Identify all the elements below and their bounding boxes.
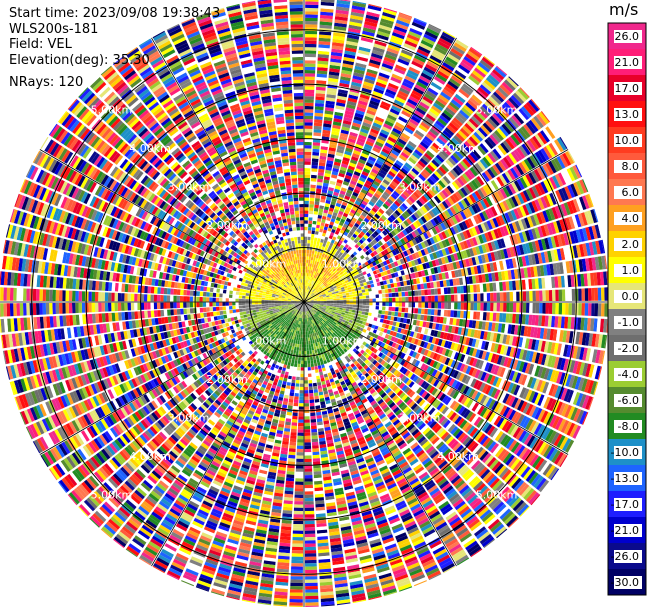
azimuth-spoke (39, 149, 305, 303)
ring-label: 3.00km (399, 181, 441, 194)
ring-label: 1.00km (245, 258, 287, 271)
ring-label: 3.00km (399, 412, 441, 425)
ring-label: 2.00km (360, 373, 402, 386)
colorbar-tick: -13.0 (611, 472, 639, 485)
colorbar-tick: -26.0 (611, 550, 639, 563)
colorbar-tick-bg (614, 186, 642, 199)
colorbar-tick: -8.0 (618, 420, 639, 433)
azimuth-spoke (303, 301, 569, 455)
colorbar-tick: 1.0 (622, 264, 640, 277)
azimuth-spokes (0, 0, 609, 607)
colorbar-tick-bg (614, 212, 642, 225)
field-label: Field: VEL (9, 37, 72, 52)
colorbar-tick-bg (614, 472, 642, 485)
colorbar-tick-bg (614, 108, 642, 121)
colorbar-tick: 17.0 (615, 82, 640, 95)
elevation-label: Elevation(deg): 35.30 (9, 52, 150, 68)
azimuth-spoke (39, 301, 305, 455)
colorbar-tick-bg (614, 420, 642, 433)
colorbar-tick: -4.0 (618, 368, 639, 381)
ring-label: 1.00km (322, 258, 364, 271)
colorbar-tick-bg (614, 342, 642, 355)
ring-label: 4.00km (437, 142, 479, 155)
colorbar-tick: 6.0 (622, 186, 640, 199)
ring-label: 2.00km (206, 219, 248, 232)
colorbar-tick-bg (614, 316, 642, 329)
azimuth-spoke (151, 301, 305, 567)
azimuth-spoke (151, 37, 305, 303)
colorbar-tick-bg (614, 524, 642, 537)
ring-label: 2.00km (206, 373, 248, 386)
colorbar-tick: 13.0 (615, 108, 640, 121)
colorbar-frame (607, 22, 647, 596)
colorbar-tick-bg (614, 498, 642, 511)
start-time-label: Start time: 2023/09/08 19:38:43 (9, 6, 221, 21)
ring-label: 2.00km (360, 219, 402, 232)
colorbar-tick-bg (614, 394, 642, 407)
colorbar-tick-bg (614, 238, 642, 251)
colorbar-tick: 8.0 (622, 160, 640, 173)
colorbar-tick: -30.0 (611, 576, 639, 589)
ring-label: 5.00km (476, 489, 518, 502)
velocity-cells (0, 0, 609, 607)
colorbar-tick: -6.0 (618, 394, 639, 407)
colorbar-tick: 10.0 (615, 134, 640, 147)
ring-label: 5.00km (91, 489, 133, 502)
azimuth-spoke (303, 301, 457, 567)
colorbar-tick: -10.0 (611, 446, 639, 459)
scan-info: Start time: 2023/09/08 19:38:43 WLS200s-… (9, 6, 220, 91)
ring-label: 4.00km (129, 450, 171, 463)
colorbar-tick: 0.0 (622, 290, 640, 303)
azimuth-spoke (303, 37, 457, 303)
ring-label: 4.00km (437, 450, 479, 463)
ring-labels: 1.00km 1.00km 1.00km 1.00km 2.00km 2.00km 2.00… (91, 103, 518, 501)
colorbar-tick-bg (614, 446, 642, 459)
ring-label: 1.00km (322, 335, 364, 348)
ring-label: 4.00km (129, 142, 171, 155)
colorbar-tick: 2.0 (622, 238, 640, 251)
colorbar-tick: -2.0 (618, 342, 639, 355)
colorbar-unit: m/s (609, 0, 639, 19)
colorbar-tick-bg (614, 290, 642, 303)
station-label: WLS200s-181 (9, 21, 99, 37)
colorbar-tick: -1.0 (618, 316, 639, 329)
colorbar-tick-bg (614, 134, 642, 147)
colorbar-tick: -17.0 (611, 498, 639, 511)
colorbar-tick-bg (614, 30, 642, 43)
colorbar-tick-bg (614, 56, 642, 69)
ring-label: 5.00km (476, 103, 518, 116)
colorbar-tick-bg (614, 160, 642, 173)
azimuth-spoke (303, 149, 569, 303)
ring-label: 1.00km (245, 335, 287, 348)
colorbar-tick: 26.0 (615, 30, 640, 43)
nrays-label: NRays: 120 (9, 75, 84, 90)
colorbar: 26.0 21.0 17.0 13.0 10.0 8.0 6.0 4.0 2.0 1.0 0.0 -1… (607, 22, 647, 596)
colorbar-tick-bg (614, 550, 642, 563)
ring-label: 3.00km (168, 181, 210, 194)
colorbar-tick-bg (614, 264, 642, 277)
colorbar-tick-bg (614, 576, 642, 589)
colorbar-tick-bg (614, 368, 642, 381)
ring-label: 3.00km (168, 412, 210, 425)
colorbar-tick: -21.0 (611, 524, 639, 537)
colorbar-tick: 4.0 (622, 212, 640, 225)
colorbar-tick: 21.0 (615, 56, 640, 69)
colorbar-tick-bg (614, 82, 642, 95)
ring-label: 5.00km (91, 103, 133, 116)
